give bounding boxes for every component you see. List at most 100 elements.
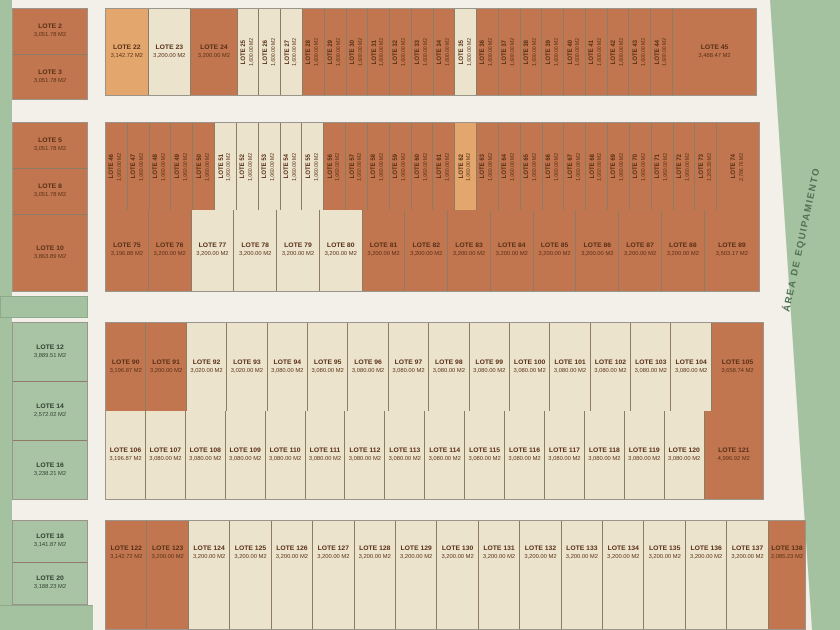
lot-lote-14: LOTE 14 2,572.02 M2	[13, 382, 87, 441]
lot-area: 1,600.00 M2	[248, 38, 255, 66]
lot-area: 3,200.00 M2	[192, 553, 226, 560]
lot-area: 3,200.00 M2	[153, 251, 186, 258]
lot-area: 1,600.00 M2	[270, 38, 277, 66]
lot-area: 3,503.17 M2	[715, 251, 748, 258]
lot-lote-26: LOTE 26 1,600.00 M2	[259, 9, 282, 95]
lot-area: 3,200.00 M2	[275, 553, 309, 560]
lot-area: 3,080.00 M2	[548, 455, 581, 462]
lot-lote-110: LOTE 110 3,080.00 M2	[265, 411, 306, 499]
lot-area: 3,196.87 M2	[109, 455, 142, 462]
lot-area: 3,051.78 M2	[33, 32, 67, 39]
lot-label: LOTE 79	[284, 242, 312, 250]
lot-area: 1,060.00 M2	[444, 152, 451, 181]
lot-lote-114: LOTE 114 3,080.00 M2	[425, 411, 466, 499]
lot-lote-113: LOTE 113 3,080.00 M2	[385, 411, 426, 499]
lot-area: 1,600.00 M2	[314, 38, 321, 66]
lot-lote-30: LOTE 30 1,600.00 M2	[346, 9, 369, 95]
lot-label: LOTE 39	[545, 39, 552, 65]
lot-label: LOTE 138	[771, 545, 803, 552]
lot-label: LOTE 64	[502, 154, 509, 179]
lot-band-1: LOTE 22 3,142.72 M2 LOTE 23 3,200.00 M2 LOTE…	[105, 8, 757, 96]
lot-label: LOTE 119	[628, 446, 660, 454]
green-strip-bottom-left	[0, 605, 93, 630]
lot-label: LOTE 29	[328, 39, 335, 65]
lot-lote-25: LOTE 25 1,600.00 M2	[237, 9, 260, 95]
lot-label: LOTE 3	[38, 68, 62, 76]
lot-lote-88: LOTE 88 3,200.00 M2	[661, 210, 705, 291]
lot-lote-43: LOTE 43 1,600.00 M2	[629, 9, 652, 95]
lot-area: 1,060.00 M2	[313, 152, 320, 181]
lot-label: LOTE 53	[262, 154, 269, 179]
lot-lote-33: LOTE 33 1,600.00 M2	[411, 9, 434, 95]
green-strip-road	[0, 296, 88, 318]
lot-lote-134: LOTE 134 3,200.00 M2	[603, 521, 645, 629]
lot-area: 3,080.00 M2	[513, 367, 546, 374]
lot-label: LOTE 104	[675, 358, 707, 366]
lots-row: LOTE 22 3,142.72 M2 LOTE 23 3,200.00 M2 LOTE…	[106, 9, 757, 95]
lot-lote-138: LOTE 138 2,085.23 M2	[768, 521, 806, 629]
lot-area: 1,600.00 M2	[401, 38, 408, 66]
lot-area: 1,600.00 M2	[640, 38, 647, 66]
lot-label: LOTE 102	[594, 358, 627, 366]
lot-area: 3,080.00 M2	[351, 367, 385, 374]
lot-label: LOTE 54	[284, 154, 291, 179]
lot-label: LOTE 137	[731, 545, 764, 552]
lot-label: LOTE 108	[189, 446, 221, 454]
lot-label: LOTE 42	[611, 39, 618, 65]
lot-lote-32: LOTE 32 1,600.00 M2	[390, 9, 412, 95]
lot-label: LOTE 127	[317, 545, 349, 552]
lot-area: 3,080.00 M2	[508, 455, 541, 462]
lot-area: 1,060.00 M2	[335, 152, 342, 181]
lot-area: 1,060.00 M2	[379, 152, 386, 181]
lot-lote-5: LOTE 5 3,051.78 M2	[13, 123, 87, 169]
lot-area: 3,080.00 M2	[628, 455, 661, 462]
lot-label: LOTE 87	[626, 242, 654, 250]
lot-lote-80: LOTE 80 3,200.00 M2	[319, 210, 363, 291]
lot-lote-10: LOTE 10 3,863.89 M2	[13, 214, 87, 291]
lot-lote-18: LOTE 18 3,141.87 M2	[13, 521, 87, 563]
lot-label: LOTE 43	[632, 39, 639, 65]
lot-lote-84: LOTE 84 3,200.00 M2	[490, 210, 534, 291]
lot-label: LOTE 72	[676, 154, 683, 179]
lot-area: 1,060.00 M2	[400, 152, 407, 181]
lot-area: 3,196.87 M2	[109, 367, 142, 374]
lot-lote-23: LOTE 23 3,200.00 M2	[148, 9, 192, 95]
lot-label: LOTE 20	[36, 575, 64, 583]
lot-area: 3,200.00 M2	[666, 251, 699, 258]
lot-area: 1,600.00 M2	[292, 38, 299, 66]
lot-area: 3,200.00 M2	[149, 367, 183, 374]
lot-label: LOTE 90	[111, 358, 140, 366]
lot-label: LOTE 10	[36, 244, 64, 252]
lot-lote-76: LOTE 76 3,200.00 M2	[148, 210, 192, 291]
lot-label: LOTE 99	[475, 358, 503, 366]
lot-label: LOTE 95	[313, 358, 342, 366]
lot-label: LOTE 38	[524, 39, 531, 65]
lot-lote-106: LOTE 106 3,196.87 M2	[106, 411, 146, 499]
lot-area: 3,200.00 M2	[731, 553, 764, 560]
lot-area: 3,020.00 M2	[230, 367, 263, 374]
lot-area: 3,658.74 M2	[721, 367, 754, 374]
lot-label: LOTE 71	[655, 154, 662, 179]
lot-label: LOTE 12	[36, 343, 64, 351]
lot-lote-72: LOTE 72 1,060.00 M2	[673, 123, 696, 210]
lot-area: 1,265.30 M2	[706, 152, 713, 181]
lot-lote-60: LOTE 60 1,060.00 M2	[411, 123, 434, 210]
lot-lote-20: LOTE 20 3,188.23 M2	[13, 563, 87, 604]
lot-lote-87: LOTE 87 3,200.00 M2	[619, 210, 662, 291]
lot-label: LOTE 34	[436, 39, 443, 65]
lot-area: 1,600.00 M2	[422, 38, 429, 66]
lot-area: 3,200.00 M2	[410, 251, 443, 258]
lot-area: 3,200.00 M2	[153, 52, 186, 59]
lot-area: 3,200.00 M2	[690, 553, 723, 560]
lot-lote-137: LOTE 137 3,200.00 M2	[727, 521, 769, 629]
lot-lote-83: LOTE 83 3,200.00 M2	[448, 210, 491, 291]
lot-label: LOTE 84	[497, 242, 526, 250]
lot-area: 3,200.00 M2	[358, 553, 391, 560]
lot-label: LOTE 49	[174, 154, 181, 179]
lot-lote-48: LOTE 48 1,060.00 M2	[149, 123, 172, 210]
left-lot-group-3: LOTE 12 3,889.51 M2 LOTE 14 2,572.02 M2 LOTE…	[12, 322, 88, 500]
lot-area: 2,085.23 M2	[770, 553, 804, 560]
lot-label: LOTE 59	[393, 154, 400, 179]
lot-area: 3,080.00 M2	[308, 455, 342, 462]
lot-label: LOTE 5	[38, 137, 62, 145]
